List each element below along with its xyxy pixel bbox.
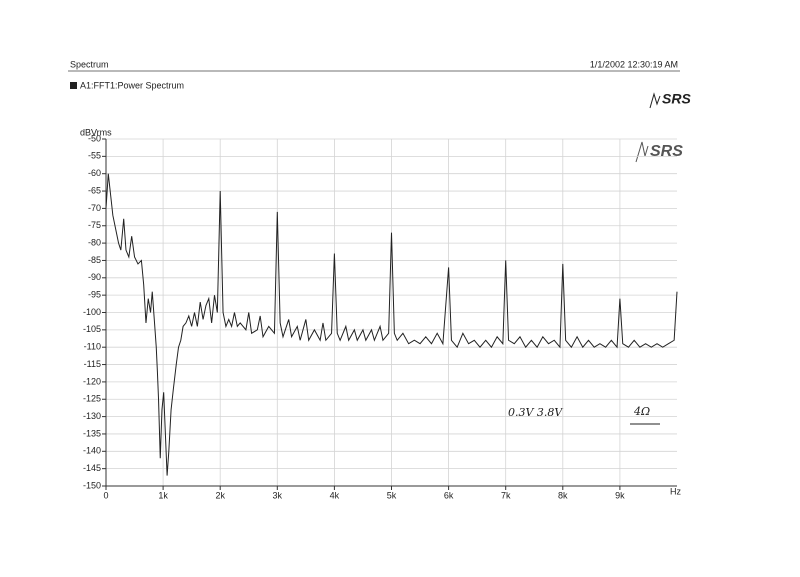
- y-tick-label: -50: [88, 133, 101, 143]
- y-axis-label: dBVrms: [80, 127, 112, 137]
- x-tick-label: 4k: [330, 490, 340, 500]
- timestamp: 1/1/2002 12:30:19 AM: [590, 59, 678, 69]
- y-tick-label: -115: [84, 359, 101, 369]
- y-tick-label: -140: [83, 446, 101, 456]
- x-tick-label: 2k: [215, 490, 225, 500]
- y-tick-label: -130: [83, 411, 101, 421]
- y-tick-label: -95: [88, 290, 101, 300]
- x-tick-label: 0: [103, 490, 108, 500]
- x-tick-label: 3k: [273, 490, 283, 500]
- chart-title: Spectrum: [70, 59, 109, 69]
- y-tick-label: -120: [83, 376, 101, 386]
- x-tick-label: 5k: [387, 490, 397, 500]
- y-tick-label: -85: [88, 255, 101, 265]
- y-tick-label: -135: [83, 428, 101, 438]
- x-axis-label: Hz: [670, 486, 681, 496]
- y-tick-label: -60: [88, 168, 101, 178]
- logo-mark: [635, 141, 649, 163]
- y-tick-label: -100: [83, 307, 101, 317]
- y-tick-label: -75: [88, 220, 101, 230]
- x-tick-label: 8k: [558, 490, 568, 500]
- y-tick-label: -110: [84, 342, 101, 352]
- legend-label: A1:FFT1:Power Spectrum: [80, 80, 184, 90]
- legend-swatch: [70, 82, 77, 89]
- y-tick-label: -105: [83, 324, 101, 334]
- y-tick-label: -80: [88, 237, 101, 247]
- x-tick-label: 7k: [501, 490, 511, 500]
- y-tick-label: -145: [83, 463, 101, 473]
- spectrum-line: [105, 173, 678, 476]
- y-tick-label: -70: [88, 203, 101, 213]
- logo: SRS: [662, 91, 691, 107]
- logo-mark: [649, 92, 661, 109]
- y-tick-label: -125: [83, 394, 101, 404]
- y-tick-label: -55: [88, 151, 101, 161]
- annotation: 4Ω: [633, 405, 650, 418]
- annotation: 0.3V 3.8V: [508, 406, 563, 419]
- y-tick-label: -150: [83, 480, 101, 490]
- x-tick-label: 1k: [158, 490, 168, 500]
- logo: SRS: [650, 143, 683, 160]
- x-tick-label: 9k: [615, 490, 625, 500]
- y-tick-label: -65: [88, 185, 101, 195]
- x-tick-label: 6k: [444, 490, 454, 500]
- y-tick-label: -90: [88, 272, 101, 282]
